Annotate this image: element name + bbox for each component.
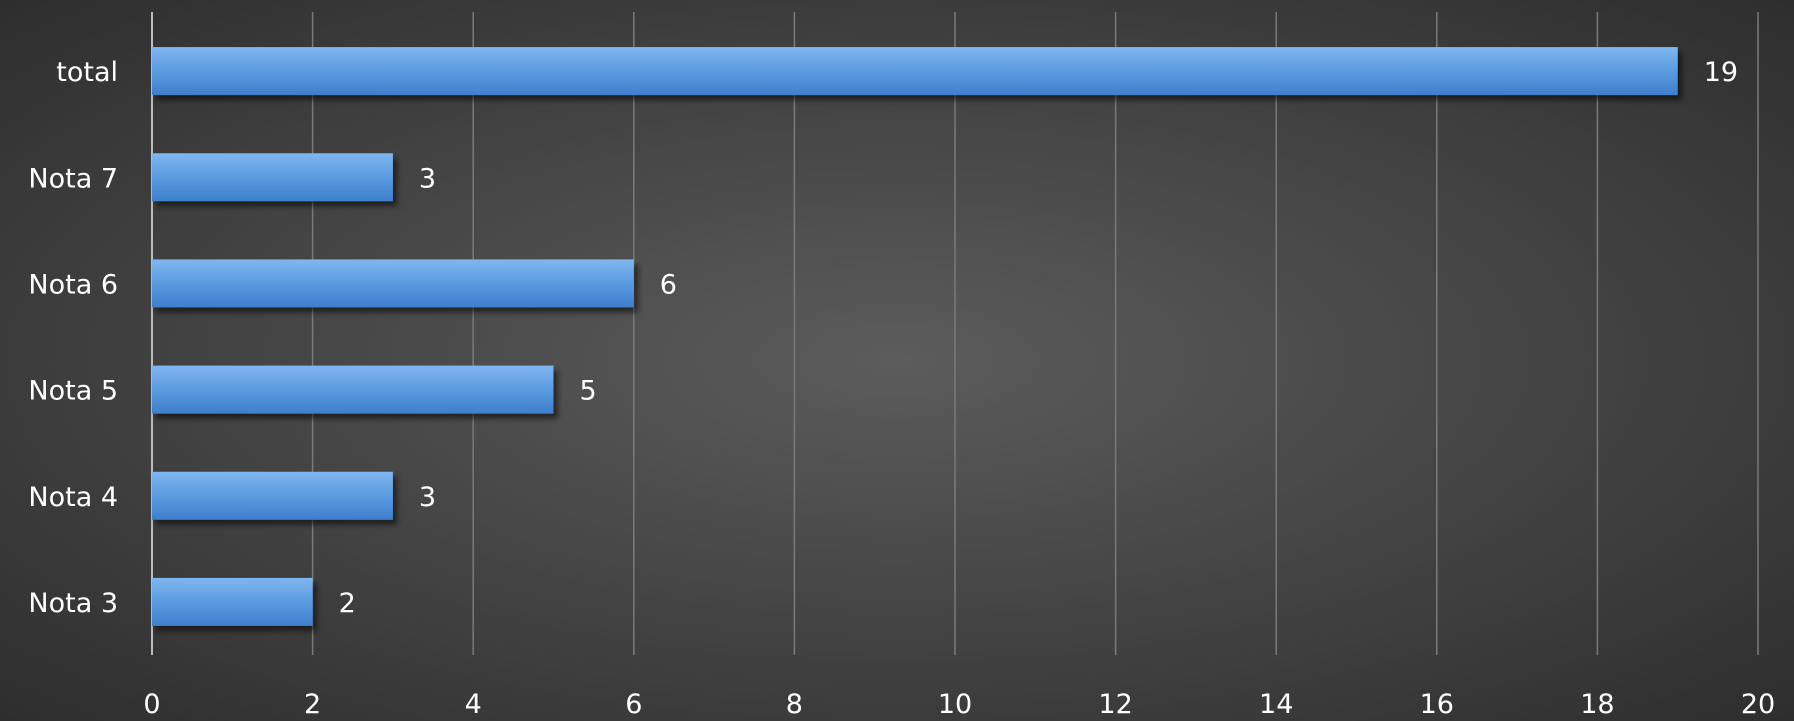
x-tick-label: 4 [465,689,482,720]
x-tick-label: 20 [1741,689,1775,720]
data-label: 3 [419,482,436,513]
data-label: 3 [419,163,436,194]
x-tick-label: 12 [1098,689,1132,720]
category-label: Nota 5 [28,376,118,407]
data-label: 19 [1704,57,1738,88]
bar [152,259,634,308]
data-label: 5 [580,376,597,407]
category-label: Nota 7 [28,163,118,194]
category-label: Nota 3 [28,588,118,619]
category-labels: total Nota 7 Nota 6 Nota 5 Nota 4 Nota 3 [28,57,118,619]
bar [152,153,393,202]
x-tick-label: 18 [1580,689,1614,720]
bar [152,471,393,520]
gridlines [311,12,1759,655]
category-label: Nota 4 [28,482,118,513]
x-tick-label: 14 [1259,689,1293,720]
x-tick-label: 6 [625,689,642,720]
x-tick-label: 2 [304,689,321,720]
x-tick-label: 16 [1420,689,1454,720]
x-tick-label: 8 [786,689,803,720]
bar [152,365,554,414]
data-label: 2 [339,588,356,619]
category-label: Nota 6 [28,269,118,300]
bar [152,577,313,626]
data-label: 6 [660,269,677,300]
category-label: total [56,57,118,88]
bars [152,47,1678,626]
value-labels: 19 3 6 5 3 2 [339,57,1738,619]
x-tick-label: 0 [143,689,160,720]
bar [152,47,1678,96]
x-axis-ticks: 0 2 4 6 8 10 12 14 16 18 20 [143,689,1775,720]
x-tick-label: 10 [938,689,972,720]
